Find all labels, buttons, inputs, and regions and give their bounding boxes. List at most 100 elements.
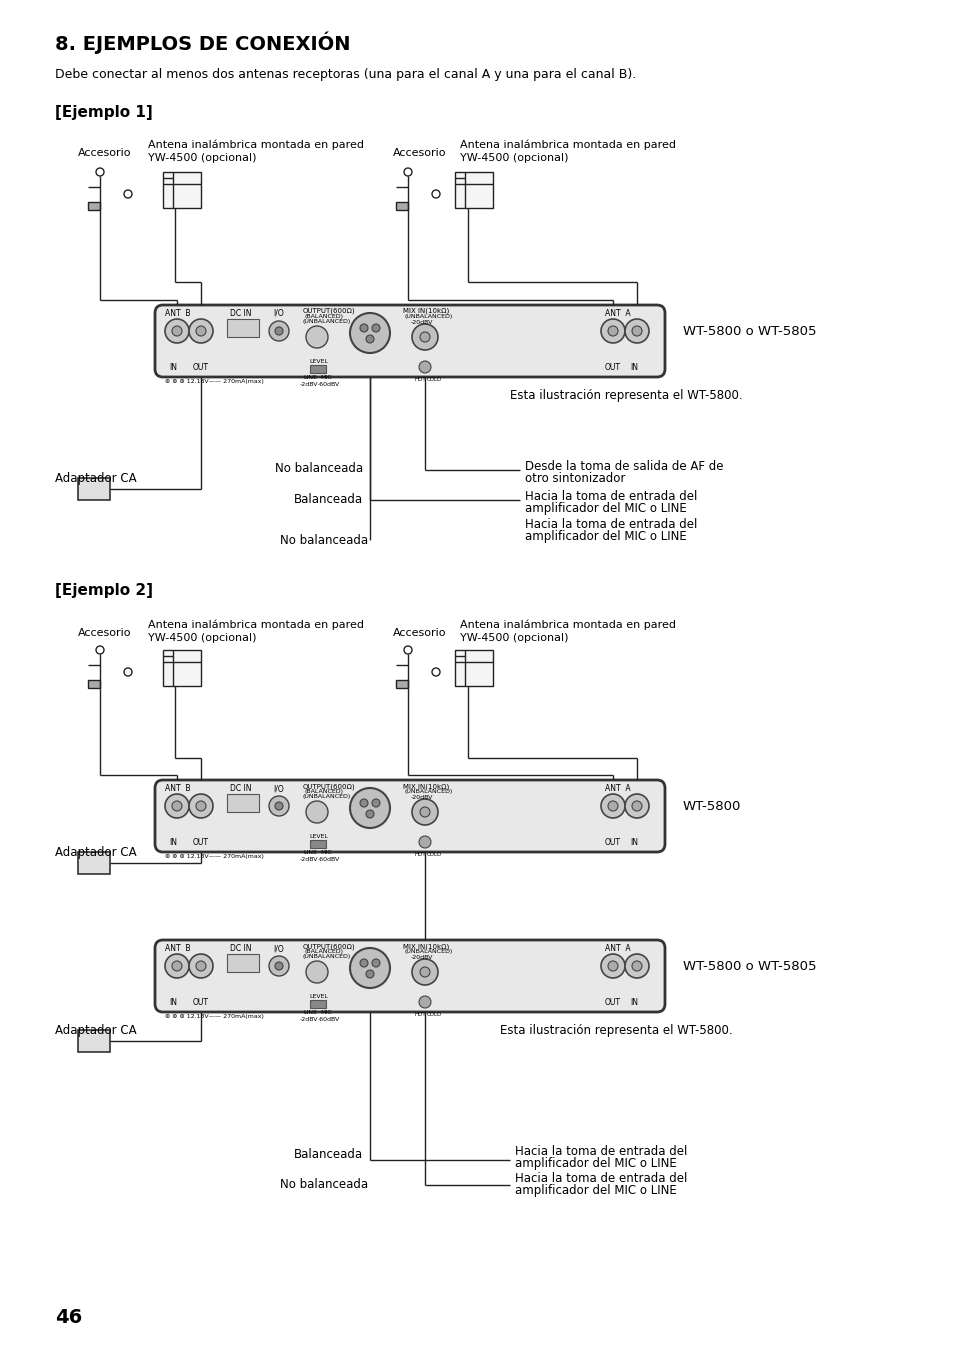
Text: No balanceada: No balanceada [280, 534, 368, 548]
Circle shape [269, 796, 289, 817]
Text: Hacia la toma de entrada del: Hacia la toma de entrada del [524, 489, 697, 503]
Circle shape [274, 963, 283, 969]
Circle shape [412, 959, 437, 986]
Text: Accesorio: Accesorio [78, 147, 132, 158]
Circle shape [195, 800, 206, 811]
Circle shape [600, 955, 624, 977]
Text: OUT: OUT [604, 838, 620, 846]
Bar [88, 201, 100, 210]
Bar [310, 1000, 326, 1009]
Text: Hacia la toma de entrada del: Hacia la toma de entrada del [524, 518, 697, 531]
Circle shape [306, 326, 328, 347]
Text: Antena inalámbrica montada en pared: Antena inalámbrica montada en pared [148, 141, 364, 150]
Circle shape [189, 955, 213, 977]
Text: -60dBV: -60dBV [317, 383, 340, 387]
Text: MIC: MIC [319, 375, 332, 380]
Text: Esta ilustración representa el WT-5800.: Esta ilustración representa el WT-5800. [499, 1023, 732, 1037]
Text: ⊛ ⊛ ⊛ 12.18V—— 270mA(max): ⊛ ⊛ ⊛ 12.18V—— 270mA(max) [165, 379, 264, 384]
Text: (UNBALANCED): (UNBALANCED) [303, 319, 351, 324]
Circle shape [366, 969, 374, 977]
Circle shape [269, 956, 289, 976]
Text: -2dBV: -2dBV [299, 383, 318, 387]
Circle shape [165, 794, 189, 818]
Text: Debe conectar al menos dos antenas receptoras (una para el canal A y una para el: Debe conectar al menos dos antenas recep… [55, 68, 636, 81]
Text: IN: IN [169, 362, 177, 372]
Circle shape [269, 320, 289, 341]
Circle shape [172, 800, 182, 811]
Circle shape [306, 800, 328, 823]
Text: Antena inalámbrica montada en pared: Antena inalámbrica montada en pared [459, 621, 676, 630]
Circle shape [165, 319, 189, 343]
Bar [310, 840, 326, 848]
Bar [78, 852, 110, 873]
Circle shape [418, 361, 431, 373]
Circle shape [631, 800, 641, 811]
FancyBboxPatch shape [154, 780, 664, 852]
Text: (UNBALANCED): (UNBALANCED) [405, 949, 453, 955]
Text: amplificador del MIC o LINE: amplificador del MIC o LINE [515, 1157, 676, 1169]
Text: amplificador del MIC o LINE: amplificador del MIC o LINE [515, 1184, 676, 1197]
Text: OUT: OUT [604, 362, 620, 372]
Bar [78, 479, 110, 500]
Circle shape [418, 996, 431, 1009]
Text: (BALANCED): (BALANCED) [305, 790, 344, 794]
Text: ⊛ ⊛ ⊛ 12.18V—— 270mA(max): ⊛ ⊛ ⊛ 12.18V—— 270mA(max) [165, 1014, 264, 1019]
Text: YW-4500 (opcional): YW-4500 (opcional) [459, 633, 568, 644]
Text: Antena inalámbrica montada en pared: Antena inalámbrica montada en pared [148, 621, 364, 630]
Text: IN: IN [629, 838, 638, 846]
Text: HOT: HOT [415, 852, 426, 857]
Circle shape [124, 191, 132, 197]
Text: MIX IN(10kΩ): MIX IN(10kΩ) [402, 783, 449, 790]
Circle shape [366, 335, 374, 343]
Text: LINE: LINE [303, 1010, 316, 1015]
Bar [88, 680, 100, 688]
Text: HOT: HOT [415, 377, 426, 383]
Circle shape [172, 961, 182, 971]
Bar [395, 201, 408, 210]
Circle shape [607, 961, 618, 971]
Circle shape [631, 961, 641, 971]
Bar [227, 955, 258, 972]
Circle shape [172, 326, 182, 337]
Circle shape [403, 168, 412, 176]
Text: -2dBV: -2dBV [299, 857, 318, 863]
Text: ANT  B: ANT B [165, 784, 191, 794]
Text: YW-4500 (opcional): YW-4500 (opcional) [459, 153, 568, 164]
Text: IN: IN [169, 998, 177, 1007]
Text: IN: IN [629, 362, 638, 372]
Text: No balanceada: No balanceada [274, 462, 363, 475]
Bar [163, 172, 201, 208]
Circle shape [274, 327, 283, 335]
Text: OUTPUT(600Ω): OUTPUT(600Ω) [303, 783, 355, 790]
Text: DC IN: DC IN [230, 944, 252, 953]
Text: LEVEL: LEVEL [309, 360, 328, 364]
Circle shape [359, 959, 368, 967]
Text: (BALANCED): (BALANCED) [305, 314, 344, 319]
Circle shape [372, 799, 379, 807]
Text: I/O: I/O [273, 784, 283, 794]
Text: -20dBV: -20dBV [411, 795, 433, 800]
Bar [163, 650, 201, 685]
Circle shape [359, 799, 368, 807]
Circle shape [600, 319, 624, 343]
Text: MIX IN(10kΩ): MIX IN(10kΩ) [402, 942, 449, 949]
Text: Accesorio: Accesorio [78, 627, 132, 638]
FancyBboxPatch shape [154, 940, 664, 1013]
Circle shape [607, 800, 618, 811]
Circle shape [419, 967, 430, 977]
Text: YW-4500 (opcional): YW-4500 (opcional) [148, 153, 256, 164]
Text: Accesorio: Accesorio [393, 147, 446, 158]
Text: OUT: OUT [604, 998, 620, 1007]
Text: LINE: LINE [303, 850, 316, 854]
Text: MIX IN(10kΩ): MIX IN(10kΩ) [402, 308, 449, 315]
Text: ANT  A: ANT A [604, 310, 630, 318]
Text: Antena inalámbrica montada en pared: Antena inalámbrica montada en pared [459, 141, 676, 150]
Text: Esta ilustración representa el WT-5800.: Esta ilustración representa el WT-5800. [510, 389, 741, 402]
Text: LEVEL: LEVEL [309, 994, 328, 999]
Bar [227, 794, 258, 813]
Bar [227, 319, 258, 337]
Text: YW-4500 (opcional): YW-4500 (opcional) [148, 633, 256, 644]
Circle shape [350, 788, 390, 827]
Text: amplificador del MIC o LINE: amplificador del MIC o LINE [524, 530, 686, 544]
Circle shape [372, 959, 379, 967]
